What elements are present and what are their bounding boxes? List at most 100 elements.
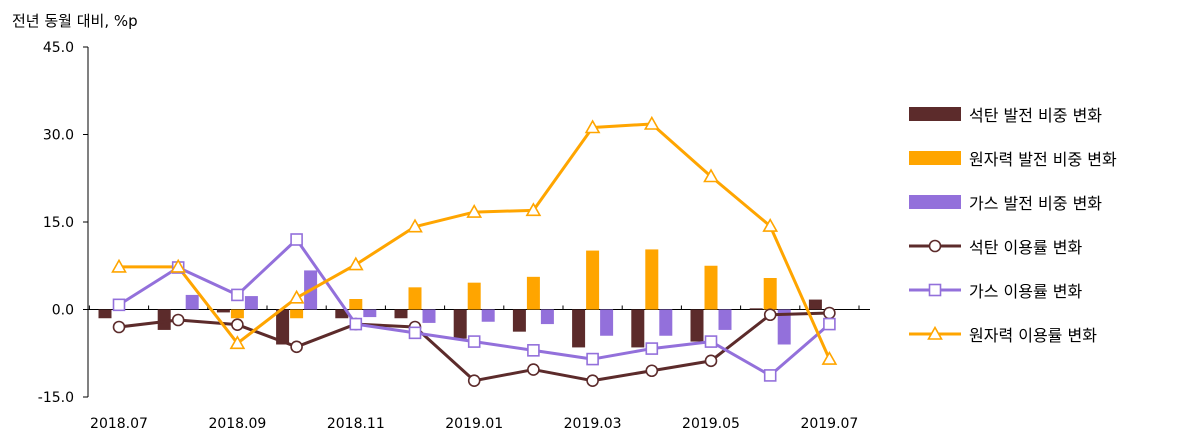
legend-bar-mark (909, 151, 961, 165)
y-tick-label: 45.0 (43, 40, 74, 56)
legend-swatch-coal-utilization (905, 236, 963, 256)
point-coal-utilization (467, 374, 481, 387)
point-gas-utilization (290, 233, 303, 246)
point-nuclear-utilization (288, 289, 305, 304)
legend-bar-mark (909, 107, 961, 121)
y-tick-label: 0.0 (52, 303, 74, 319)
legend-marker (928, 239, 942, 253)
point-nuclear-utilization (111, 258, 127, 273)
chart-legend: 석탄 발전 비중 변화 원자력 발전 비중 변화 가스 발전 비중 변화 석탄 … (905, 92, 1195, 356)
bar-coal-share (453, 309, 467, 339)
legend-swatch-nuclear-share (905, 148, 963, 168)
legend-label-nuclear-share: 원자력 발전 비중 변화 (969, 150, 1117, 169)
x-tick-label: 2018.07 (90, 416, 148, 432)
bar-gas-share (185, 294, 199, 310)
bar-coal-share (631, 309, 645, 348)
point-coal-utilization (290, 340, 303, 354)
legend-item-coal-share: 석탄 발전 비중 변화 (905, 92, 1195, 136)
bar-nuclear-share (526, 276, 540, 310)
combo-chart: 45.0 30.0 15.0 0.0 -15.0 2018.07 2018.09 2018.1… (38, 40, 870, 432)
legend-label-coal-share: 석탄 발전 비중 변화 (969, 106, 1103, 125)
legend-item-gas-utilization: 가스 이용률 변화 (905, 268, 1195, 312)
bar-gas-share (718, 309, 732, 330)
bar-nuclear-share (586, 250, 600, 310)
point-gas-utilization (763, 369, 777, 382)
point-coal-utilization (231, 318, 244, 331)
bar-coal-share (335, 309, 349, 319)
bar-nuclear-share (467, 282, 481, 310)
legend-swatch-graphic (909, 283, 961, 297)
legend-label-gas-utilization: 가스 이용률 변화 (969, 282, 1083, 301)
x-tick-label: 2019.01 (445, 416, 503, 432)
legend-swatch-graphic (909, 325, 961, 340)
bar-nuclear-share (230, 309, 244, 319)
bar-nuclear-share (290, 309, 304, 319)
bar-gas-share (244, 296, 258, 310)
point-coal-utilization (171, 313, 185, 327)
point-gas-utilization (467, 335, 481, 348)
bar-coal-share (512, 309, 526, 332)
legend-label-gas-share: 가스 발전 비중 변화 (969, 194, 1103, 213)
bar-coal-share (690, 309, 704, 342)
legend-label-coal-utilization: 석탄 이용률 변화 (969, 238, 1083, 257)
point-gas-utilization (408, 326, 422, 340)
bar-gas-share (481, 309, 495, 322)
y-tick-label: 30.0 (43, 128, 74, 144)
bar-nuclear-share (408, 287, 422, 310)
legend-marker (928, 283, 942, 297)
bar-gas-share (600, 309, 614, 336)
bar-nuclear-share (349, 299, 363, 310)
legend-swatch-graphic (909, 195, 961, 209)
point-gas-utilization (704, 335, 718, 348)
legend-item-gas-share: 가스 발전 비중 변화 (905, 180, 1195, 224)
point-coal-utilization (112, 320, 126, 334)
legend-swatch-nuclear-utilization (905, 324, 963, 344)
point-nuclear-utilization (229, 335, 246, 350)
point-coal-utilization (586, 374, 599, 387)
bar-coal-share (572, 309, 586, 348)
legend-item-nuclear-utilization: 원자력 이용률 변화 (905, 312, 1195, 356)
bar-nuclear-share (763, 278, 777, 310)
legend-item-nuclear-share: 원자력 발전 비중 변화 (905, 136, 1195, 180)
bar-coal-share (216, 309, 230, 313)
bar-coal-share (276, 309, 290, 345)
point-coal-utilization (645, 364, 659, 378)
point-coal-utilization (527, 363, 540, 376)
legend-marker (927, 325, 943, 340)
point-coal-utilization (823, 306, 836, 320)
point-nuclear-utilization (170, 258, 187, 273)
y-tick-label: -15.0 (38, 390, 74, 406)
legend-item-coal-utilization: 석탄 이용률 변화 (905, 224, 1195, 268)
legend-swatch-graphic (909, 151, 961, 165)
point-gas-utilization (645, 342, 659, 355)
legend-swatch-graphic (909, 107, 961, 121)
bar-coal-share (394, 309, 408, 319)
y-tick-label: 15.0 (43, 215, 74, 231)
bar-gas-share (363, 309, 377, 318)
legend-swatch-gas-share (905, 192, 963, 212)
x-tick-label: 2018.09 (208, 416, 266, 432)
point-nuclear-utilization (525, 202, 542, 217)
point-nuclear-utilization (584, 119, 601, 134)
legend-bar-mark (909, 195, 961, 209)
point-gas-utilization (349, 317, 363, 331)
point-gas-utilization (586, 352, 599, 366)
legend-swatch-gas-utilization (905, 280, 963, 300)
bar-coal-share (98, 309, 112, 319)
point-gas-utilization (527, 344, 540, 357)
x-tick-label: 2019.07 (800, 416, 858, 432)
point-coal-utilization (763, 308, 777, 322)
legend-swatch-graphic (909, 239, 961, 253)
bar-coal-share (157, 309, 171, 330)
point-nuclear-utilization (703, 168, 719, 183)
point-nuclear-utilization (466, 203, 483, 218)
bar-nuclear-share (704, 265, 718, 310)
point-nuclear-utilization (821, 350, 838, 365)
x-tick-label: 2019.05 (682, 416, 740, 432)
point-gas-utilization (823, 317, 836, 331)
point-gas-utilization (231, 288, 244, 302)
bar-gas-share (659, 309, 673, 336)
point-nuclear-utilization (643, 115, 660, 130)
x-tick-label: 2019.03 (564, 416, 622, 432)
x-tick-label: 2018.11 (327, 416, 385, 432)
